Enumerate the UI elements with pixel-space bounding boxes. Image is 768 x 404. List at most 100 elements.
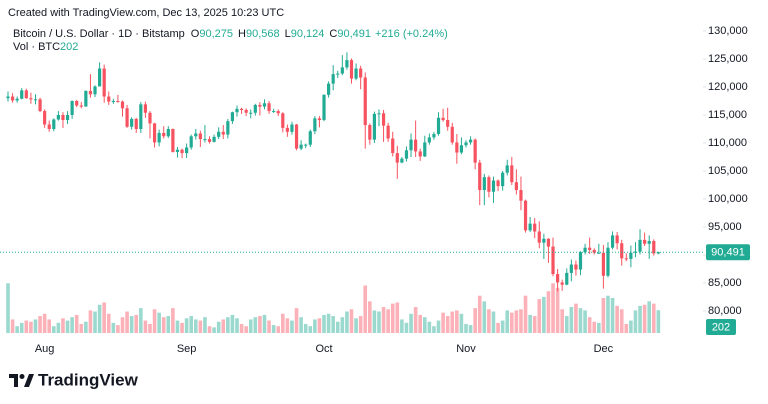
volume-bar [276,326,281,333]
candle-body [244,109,248,113]
candle-body [6,96,10,99]
volume-bar [395,302,400,333]
volume-bar [148,323,152,333]
volume-bar [226,317,230,333]
candle-body [533,223,537,232]
candle-body [221,131,225,135]
volume-bar [349,309,354,333]
volume-bar [546,291,551,333]
volume-bar [551,283,555,333]
candle-body [217,131,221,137]
volume-label: 202 [712,321,730,333]
candle-body [336,73,340,75]
candle-body [560,282,564,285]
volume-bar [244,326,248,333]
candle-body [143,104,147,113]
candle-body [574,264,578,270]
volume-bar [47,319,52,333]
candle-body [652,240,656,254]
price-label: 90,491 [711,247,745,259]
candle-body [262,103,267,107]
volume-bar [578,308,583,333]
candle-body [464,142,468,146]
candle-body [327,83,331,95]
candle-body [565,272,569,285]
volume-bar [569,307,574,333]
candle-body [647,240,651,244]
x-tick-label: Oct [315,343,332,355]
volume-bar [537,299,542,333]
ohlc-value: 90,275 [199,28,233,40]
volume-bar [175,320,180,333]
candle-body [377,113,381,115]
candle-body [423,142,427,157]
candle-body [606,247,610,276]
volume-bar [29,321,33,333]
ohlc-key: L [285,28,291,40]
candle-body [166,129,170,137]
candle-body [230,112,235,122]
volume-bar [624,323,629,333]
candle-body [299,144,303,149]
volume-bar [651,303,656,333]
volume-bar [38,316,42,333]
volume-bar [313,319,317,333]
candle-body [313,118,317,132]
candle-body [656,252,660,254]
volume-bar [340,317,345,333]
volume-bar [473,308,477,333]
volume-bar [441,312,445,333]
volume-bar [203,317,207,333]
symbol-legend: Bitcoin / U.S. Dollar · 1D · Bitstamp O90… [13,28,448,40]
volume-bar [445,316,450,333]
candle-body [505,165,509,173]
volume-bar [390,303,395,333]
ohlc-value: 90,568 [246,28,280,40]
volume-bar [386,309,390,333]
volume-bar [216,321,221,333]
candle-body [185,147,189,154]
candle-body [455,142,459,153]
candle-body [15,98,19,101]
volume-bar [432,326,436,333]
brand-logo: TradingView [9,370,139,389]
candle-body [29,98,33,100]
candle-body [322,94,326,121]
candle-body [432,134,436,138]
candle-body [162,132,166,137]
volume-bar [358,316,363,333]
x-tick-label: Sep [177,343,197,355]
candle-body [624,258,628,260]
volume-bar [152,309,157,333]
brand-name: TradingView [38,370,139,389]
volume-bar [468,325,473,333]
candle-body [537,231,541,243]
volume-bar [335,321,340,333]
candle-body [52,119,56,130]
volume-bar [139,308,143,333]
volume-bar [285,318,290,333]
volume-bar [413,307,418,333]
candle-body [501,172,505,187]
volume-bar [491,311,496,333]
candle-body [107,96,111,102]
volume-bar [487,309,491,333]
volume-bar [514,310,519,333]
volume-bar [79,323,84,333]
watermark: Created with TradingView.com, Dec 13, 20… [8,7,284,19]
candle-body [446,120,450,127]
volume-bar [331,316,335,333]
volume-bar [52,326,56,333]
volume-bar [505,310,510,333]
volume-bar [106,313,111,333]
y-tick-label: 115,000 [708,109,747,121]
candle-body [111,101,115,103]
volume-bar [587,317,592,333]
y-tick-label: 80,000 [708,305,742,317]
candle-body [588,247,592,250]
candle-body [491,180,496,192]
candle-body [65,115,70,121]
candle-body [20,90,24,99]
volume-bar [56,322,61,333]
x-tick-label: Aug [35,343,55,355]
